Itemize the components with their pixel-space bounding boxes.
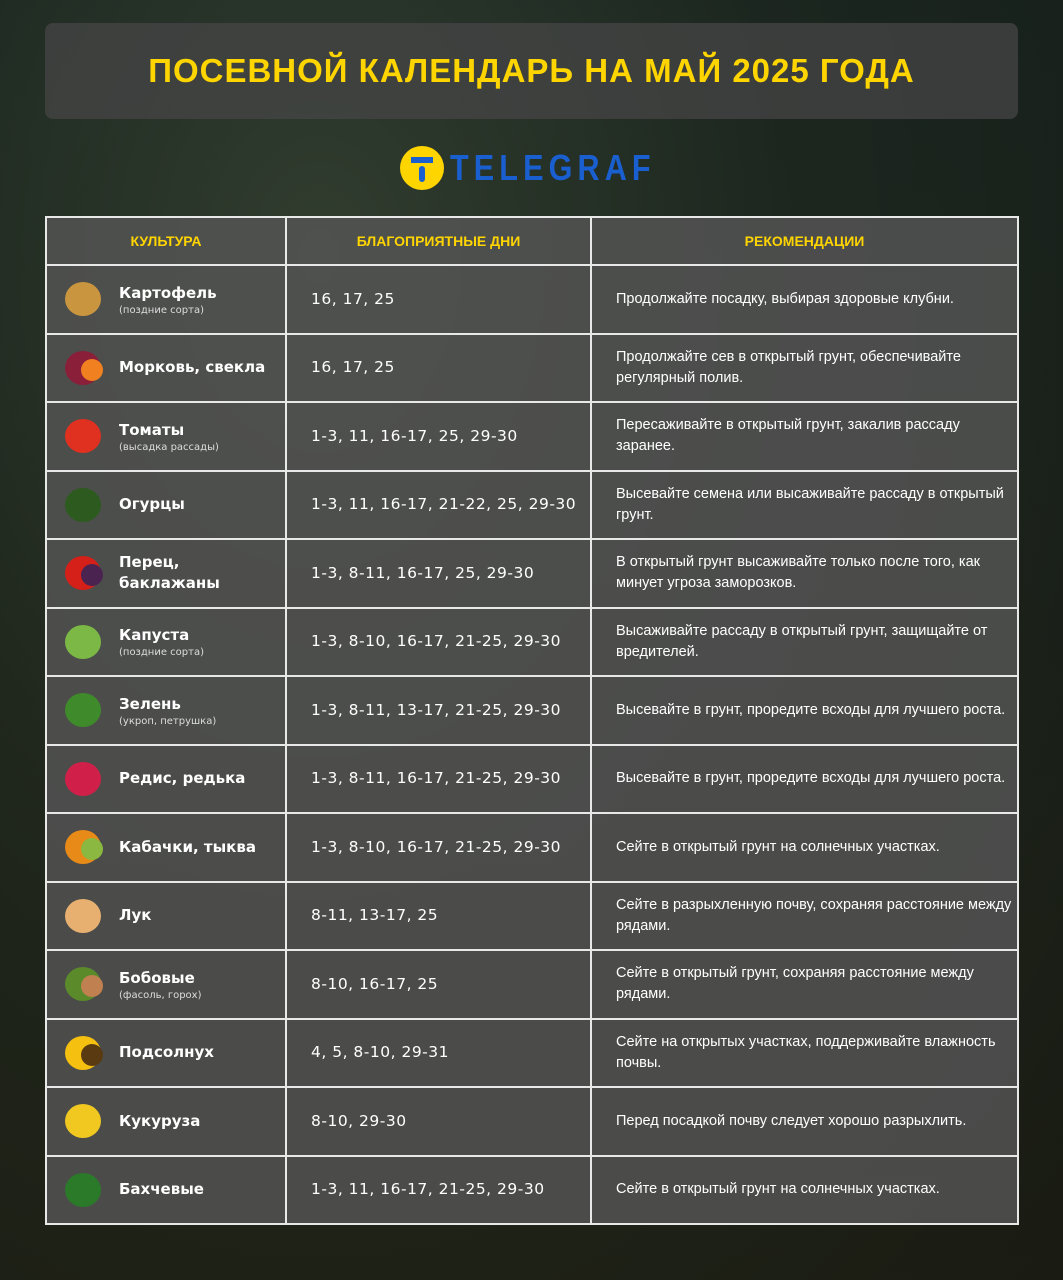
table-row: Капуста (поздние сорта) 1-3, 8-10, 16-17… (45, 606, 1019, 677)
favorable-days: 8-10, 16-17, 25 (285, 949, 592, 1020)
crop-name: Морковь, свекла (119, 358, 266, 377)
table-row: Огурцы 1-3, 11, 16-17, 21-22, 25, 29-30 … (45, 469, 1019, 540)
culture-cell: Перец, баклажаны (45, 538, 287, 609)
favorable-days: 8-11, 13-17, 25 (285, 880, 592, 951)
crop-name: Лук (119, 906, 152, 925)
crop-name: Бахчевые (119, 1180, 204, 1199)
culture-cell: Кабачки, тыква (45, 812, 287, 883)
crop-name: Картофель (119, 283, 217, 302)
recommendation: Сейте на открытых участках, поддерживайт… (590, 1017, 1019, 1088)
telegraf-logo: TELEGRAF (400, 146, 692, 190)
logo-mark-icon (400, 146, 444, 190)
culture-cell: Морковь, свекла (45, 332, 287, 403)
favorable-days: 1-3, 8-11, 16-17, 21-25, 29-30 (285, 743, 592, 814)
table-row: Кабачки, тыква 1-3, 8-10, 16-17, 21-25, … (45, 812, 1019, 883)
favorable-days: 16, 17, 25 (285, 264, 592, 335)
crop-name: Капуста (119, 626, 190, 645)
favorable-days: 8-10, 29-30 (285, 1086, 592, 1157)
culture-cell: Лук (45, 880, 287, 951)
crop-name: Огурцы (119, 495, 185, 514)
recommendation: Сейте в разрыхленную почву, сохраняя рас… (590, 880, 1019, 951)
recommendation: Высевайте в грунт, проредите всходы для … (590, 675, 1019, 746)
pepper-eggplant-icon (61, 550, 107, 596)
watermelon-icon (61, 1167, 107, 1213)
crop-note: (фасоль, горох) (119, 989, 202, 1001)
culture-cell: Бахчевые (45, 1154, 287, 1225)
recommendation: Высевайте в грунт, проредите всходы для … (590, 743, 1019, 814)
favorable-days: 16, 17, 25 (285, 332, 592, 403)
recommendation: Продолжайте сев в открытый грунт, обеспе… (590, 332, 1019, 403)
table-row: Перец, баклажаны 1-3, 8-11, 16-17, 25, 2… (45, 538, 1019, 609)
culture-cell: Томаты (высадка рассады) (45, 401, 287, 472)
favorable-days: 1-3, 8-10, 16-17, 21-25, 29-30 (285, 606, 592, 677)
logo-text: TELEGRAF (450, 147, 656, 188)
culture-cell: Капуста (поздние сорта) (45, 606, 287, 677)
table-row: Картофель (поздние сорта) 16, 17, 25 Про… (45, 264, 1019, 335)
recommendation: Перед посадкой почву следует хорошо разр… (590, 1086, 1019, 1157)
header-days: БЛАГОПРИЯТНЫЕ ДНИ (285, 216, 592, 266)
potato-icon (61, 276, 107, 322)
sowing-calendar-table: КУЛЬТУРА БЛАГОПРИЯТНЫЕ ДНИ РЕКОМЕНДАЦИИ … (45, 216, 1019, 1225)
culture-cell: Подсолнух (45, 1017, 287, 1088)
recommendation: Высевайте семена или высаживайте рассаду… (590, 469, 1019, 540)
onion-icon (61, 893, 107, 939)
table-row: Лук 8-11, 13-17, 25 Сейте в разрыхленную… (45, 880, 1019, 951)
crop-name: Зелень (119, 694, 181, 713)
sunflower-icon (61, 1030, 107, 1076)
table-row: Бахчевые 1-3, 11, 16-17, 21-25, 29-30 Се… (45, 1154, 1019, 1225)
crop-name: Перец, баклажаны (119, 553, 220, 593)
crop-name: Бобовые (119, 968, 195, 987)
corn-icon (61, 1098, 107, 1144)
crop-name: Кабачки, тыква (119, 837, 256, 856)
carrot-beet-icon (61, 345, 107, 391)
recommendation: Высаживайте рассаду в открытый грунт, за… (590, 606, 1019, 677)
recommendation: Сейте в открытый грунт на солнечных учас… (590, 1154, 1019, 1225)
squash-pumpkin-icon (61, 824, 107, 870)
table-row: Кукуруза 8-10, 29-30 Перед посадкой почв… (45, 1086, 1019, 1157)
culture-cell: Огурцы (45, 469, 287, 540)
cabbage-icon (61, 619, 107, 665)
greens-icon (61, 687, 107, 733)
title-banner: ПОСЕВНОЙ КАЛЕНДАРЬ НА МАЙ 2025 ГОДА (45, 23, 1018, 119)
table-row: Томаты (высадка рассады) 1-3, 11, 16-17,… (45, 401, 1019, 472)
table-row: Зелень (укроп, петрушка) 1-3, 8-11, 13-1… (45, 675, 1019, 746)
favorable-days: 4, 5, 8-10, 29-31 (285, 1017, 592, 1088)
recommendation: Сейте в открытый грунт на солнечных учас… (590, 812, 1019, 883)
crop-name: Кукуруза (119, 1111, 201, 1130)
table-row: Редис, редька 1-3, 8-11, 16-17, 21-25, 2… (45, 743, 1019, 814)
header-culture: КУЛЬТУРА (45, 216, 287, 266)
favorable-days: 1-3, 8-11, 13-17, 21-25, 29-30 (285, 675, 592, 746)
culture-cell: Картофель (поздние сорта) (45, 264, 287, 335)
crop-name: Томаты (119, 420, 185, 439)
crop-name: Редис, редька (119, 769, 246, 788)
culture-cell: Кукуруза (45, 1086, 287, 1157)
recommendation: В открытый грунт высаживайте только посл… (590, 538, 1019, 609)
favorable-days: 1-3, 8-11, 16-17, 25, 29-30 (285, 538, 592, 609)
recommendation: Продолжайте посадку, выбирая здоровые кл… (590, 264, 1019, 335)
header-recommendations: РЕКОМЕНДАЦИИ (590, 216, 1019, 266)
crop-note: (поздние сорта) (119, 647, 204, 659)
recommendation: Пересаживайте в открытый грунт, закалив … (590, 401, 1019, 472)
table-row: Подсолнух 4, 5, 8-10, 29-31 Сейте на отк… (45, 1017, 1019, 1088)
crop-name: Подсолнух (119, 1043, 214, 1062)
cucumber-icon (61, 482, 107, 528)
favorable-days: 1-3, 11, 16-17, 21-22, 25, 29-30 (285, 469, 592, 540)
page-title: ПОСЕВНОЙ КАЛЕНДАРЬ НА МАЙ 2025 ГОДА (148, 52, 915, 89)
crop-note: (укроп, петрушка) (119, 715, 217, 727)
beans-icon (61, 961, 107, 1007)
culture-cell: Редис, редька (45, 743, 287, 814)
culture-cell: Бобовые (фасоль, горох) (45, 949, 287, 1020)
table-row: Морковь, свекла 16, 17, 25 Продолжайте с… (45, 332, 1019, 403)
radish-icon (61, 756, 107, 802)
favorable-days: 1-3, 8-10, 16-17, 21-25, 29-30 (285, 812, 592, 883)
culture-cell: Зелень (укроп, петрушка) (45, 675, 287, 746)
tomato-icon (61, 413, 107, 459)
table-row: Бобовые (фасоль, горох) 8-10, 16-17, 25 … (45, 949, 1019, 1020)
favorable-days: 1-3, 11, 16-17, 25, 29-30 (285, 401, 592, 472)
recommendation: Сейте в открытый грунт, сохраняя расстоя… (590, 949, 1019, 1020)
crop-note: (высадка рассады) (119, 441, 219, 453)
favorable-days: 1-3, 11, 16-17, 21-25, 29-30 (285, 1154, 592, 1225)
crop-note: (поздние сорта) (119, 304, 204, 316)
table-header: КУЛЬТУРА БЛАГОПРИЯТНЫЕ ДНИ РЕКОМЕНДАЦИИ (45, 216, 1019, 266)
